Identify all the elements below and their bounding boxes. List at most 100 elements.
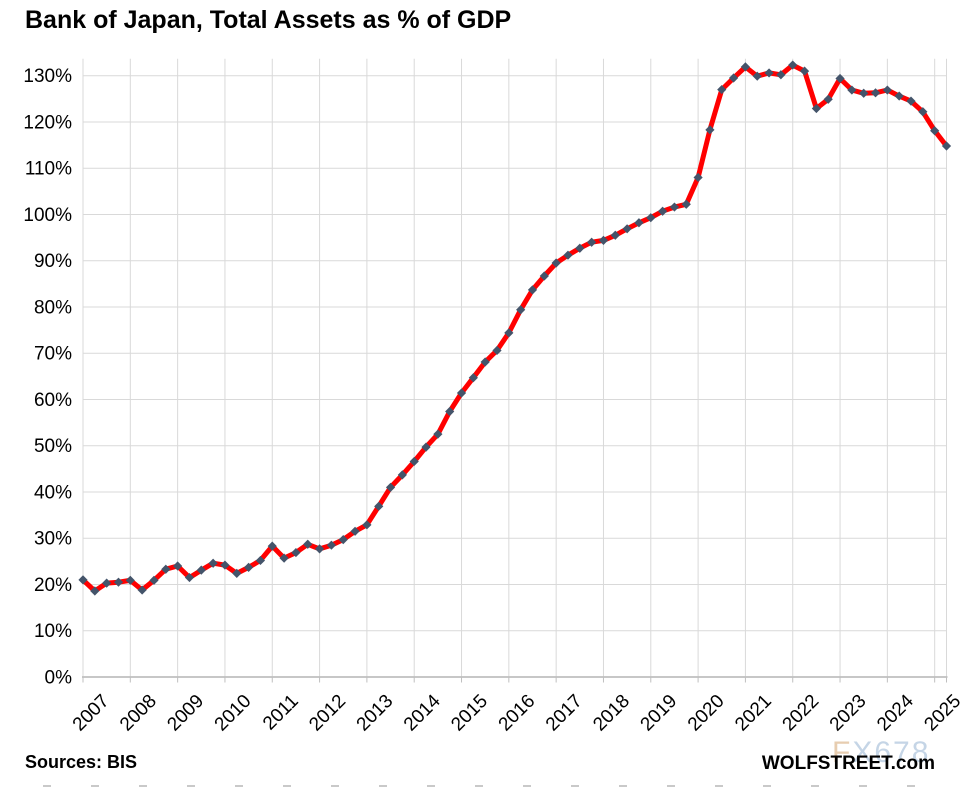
data-point-marker [303, 539, 313, 549]
data-point-marker [220, 560, 230, 570]
chart-title: Bank of Japan, Total Assets as % of GDP [25, 6, 512, 34]
data-point-marker [823, 94, 833, 104]
svg-text:2025: 2025 [920, 691, 963, 736]
data-point-marker [492, 345, 502, 356]
data-point-marker [598, 235, 609, 245]
data-point-marker [551, 258, 561, 268]
svg-text:50%: 50% [34, 436, 72, 457]
data-point-marker [184, 572, 195, 583]
data-point-marker [279, 553, 289, 563]
svg-text:2017: 2017 [542, 691, 587, 736]
data-point-marker [480, 357, 490, 367]
data-point-marker [326, 540, 337, 550]
data-point-marker [78, 575, 88, 585]
data-point-marker [397, 470, 407, 480]
data-point-marker [314, 544, 325, 554]
svg-text:2020: 2020 [684, 691, 729, 736]
data-point-marker [468, 373, 478, 383]
data-point-marker [622, 224, 632, 234]
svg-text:0%: 0% [45, 668, 73, 689]
data-point-marker [752, 71, 762, 81]
data-point-marker [102, 578, 112, 588]
data-point-marker [610, 230, 620, 240]
svg-text:2015: 2015 [447, 691, 492, 736]
gridlines [82, 58, 947, 677]
data-point-marker [350, 526, 360, 536]
data-point-marker [859, 88, 869, 98]
data-point-marker [847, 85, 857, 95]
svg-text:2021: 2021 [731, 691, 776, 736]
svg-text:70%: 70% [34, 344, 72, 365]
data-point-marker [149, 575, 159, 585]
svg-text:2008: 2008 [116, 691, 161, 736]
data-point-marker [113, 577, 124, 587]
data-point-marker [563, 250, 573, 260]
svg-text:130%: 130% [23, 66, 72, 87]
data-point-marker [244, 562, 254, 572]
svg-text:2022: 2022 [779, 691, 824, 736]
data-point-marker [504, 328, 514, 338]
data-point-marker [90, 586, 100, 596]
data-point-marker [811, 103, 821, 114]
svg-text:2010: 2010 [211, 691, 256, 736]
data-point-marker [693, 172, 703, 183]
data-point-marker [516, 305, 526, 315]
data-point-marker [717, 84, 727, 95]
data-point-marker [409, 456, 419, 467]
data-point-marker [267, 541, 277, 551]
data-point-marker [634, 218, 644, 228]
data-point-marker [776, 70, 786, 80]
data-point-marker [291, 547, 301, 558]
data-point-marker [125, 575, 135, 585]
fx678-watermark: FX678 [832, 736, 930, 770]
svg-text:2013: 2013 [353, 691, 398, 736]
data-point-marker [587, 237, 597, 247]
svg-text:100%: 100% [23, 205, 72, 226]
svg-text:2024: 2024 [873, 690, 918, 735]
data-point-marker [433, 429, 443, 439]
data-point-marker [445, 406, 455, 417]
svg-text:10%: 10% [34, 621, 72, 642]
svg-text:20%: 20% [34, 575, 72, 596]
series-line [80, 62, 949, 594]
data-point-marker [539, 271, 549, 281]
data-point-marker [658, 206, 668, 216]
data-point-marker [385, 482, 396, 492]
svg-text:120%: 120% [23, 112, 72, 133]
data-point-marker [137, 585, 147, 595]
svg-text:2012: 2012 [305, 691, 350, 736]
watermark-part2: X678 [852, 736, 931, 769]
x-axis [82, 676, 948, 683]
data-point-marker [799, 66, 810, 76]
data-point-marker [918, 107, 928, 117]
data-point-marker [374, 501, 384, 511]
data-point-marker [894, 91, 904, 101]
data-point-marker [870, 88, 881, 98]
sources-label: Sources: BIS [25, 752, 138, 772]
y-axis-labels: 0% 10% 20% 30% 40% 50% 60% 70% 80% 90% 100% 110% 120… [23, 66, 72, 688]
svg-text:80%: 80% [34, 297, 72, 318]
svg-text:2011: 2011 [259, 691, 303, 735]
data-point-marker [681, 199, 691, 209]
wolfstreet-label: WOLFSTREET.com [761, 753, 935, 774]
svg-text:2007: 2007 [69, 691, 114, 736]
x-axis-labels: 2007 2008 2009 2010 2011 2012 2013 2014 2015 2016… [69, 690, 963, 735]
series-markers [78, 60, 952, 596]
data-point-marker [669, 202, 680, 212]
data-point-marker [161, 564, 171, 574]
svg-text:2014: 2014 [400, 690, 445, 735]
svg-text:90%: 90% [34, 251, 72, 272]
data-point-marker [906, 96, 916, 106]
data-point-marker [173, 561, 183, 571]
svg-text:30%: 30% [34, 529, 72, 550]
data-point-marker [527, 285, 538, 295]
data-point-marker [232, 568, 242, 578]
svg-text:2016: 2016 [495, 691, 540, 736]
data-point-marker [362, 520, 372, 530]
data-point-marker [338, 535, 348, 545]
svg-text:2018: 2018 [589, 691, 634, 736]
svg-text:2009: 2009 [163, 691, 208, 736]
data-point-marker [941, 141, 952, 151]
